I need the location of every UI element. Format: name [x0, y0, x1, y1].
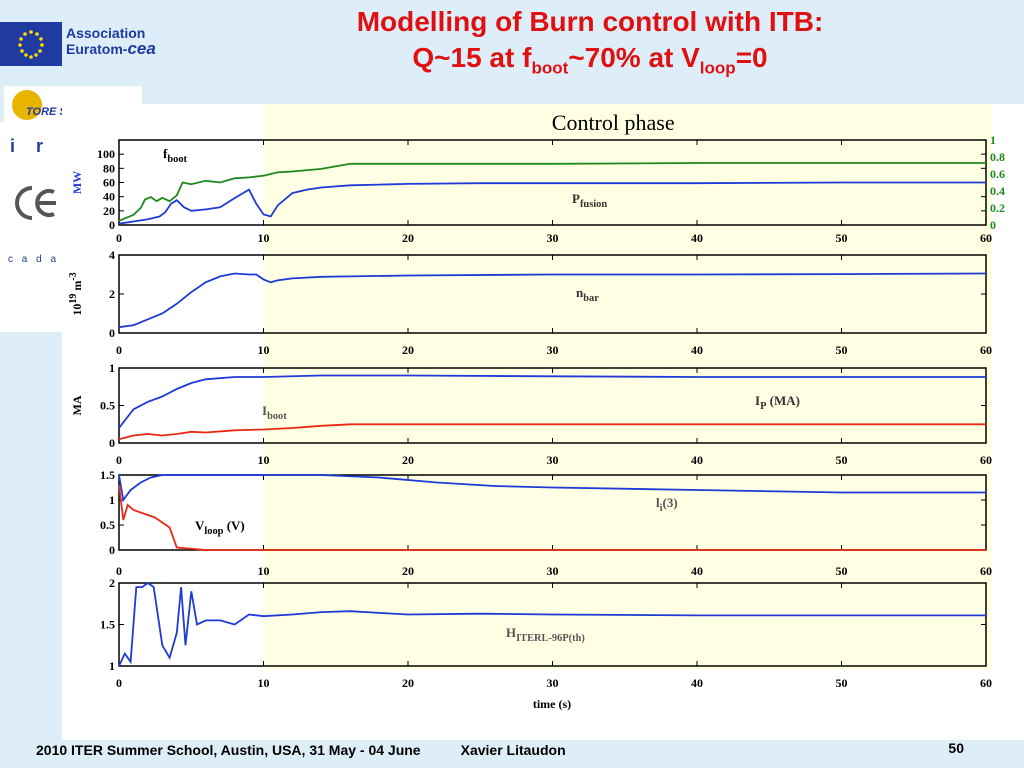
x-tick-label: 0 — [116, 343, 122, 357]
y-tick-label: 2 — [109, 576, 115, 590]
x-tick-label: 0 — [116, 453, 122, 467]
x-tick-label: 30 — [547, 231, 559, 245]
x-tick-label: 40 — [691, 343, 703, 357]
y-right-tick-label: 0.2 — [990, 201, 1005, 215]
y-tick-label: 4 — [109, 248, 115, 262]
x-tick-label: 30 — [547, 343, 559, 357]
y-tick-label: 2 — [109, 287, 115, 301]
x-tick-label: 40 — [691, 564, 703, 578]
series-line-loop — [118, 484, 986, 551]
y-tick-label: 1.5 — [100, 618, 115, 632]
label-fboot: fboot — [163, 146, 188, 165]
x-tick-label: 10 — [258, 231, 270, 245]
x-tick-label: 10 — [258, 453, 270, 467]
x-tick-label: 10 — [258, 343, 270, 357]
label-nbar: nbar — [576, 285, 599, 304]
series-line-boot — [118, 162, 986, 222]
x-tick-label: 60 — [980, 676, 992, 690]
x-tick-label: 20 — [402, 564, 414, 578]
label-pfusion: Pfusion — [572, 191, 607, 210]
slide-number: 50 — [948, 740, 964, 756]
x-tick-label: 60 — [980, 231, 992, 245]
label-iboot: Iboot — [262, 403, 287, 422]
y-axis-label: 1019 m-3 — [68, 272, 84, 315]
y-tick-label: 0 — [109, 326, 115, 340]
x-tick-label: 0 — [116, 231, 122, 245]
institution-logos-strip — [0, 122, 64, 332]
y-right-tick-label: 0.4 — [990, 184, 1005, 198]
footer-event: 2010 ITER Summer School, Austin, USA, 31… — [36, 742, 421, 758]
association-logo-text: Association Euratom-cea — [66, 25, 156, 58]
y-tick-label: 0 — [109, 218, 115, 232]
control-phase-band — [263, 104, 992, 670]
y-right-tick-label: 0.6 — [990, 167, 1005, 181]
label-vloop: Vloop (V) — [195, 518, 245, 537]
y-tick-label: 1 — [109, 361, 115, 375]
y-tick-label: 1 — [109, 659, 115, 673]
x-tick-label: 30 — [547, 564, 559, 578]
y-tick-label: 0.5 — [100, 518, 115, 532]
y-tick-label: 100 — [97, 147, 115, 161]
y-tick-label: 20 — [103, 204, 115, 218]
series-line-p — [118, 374, 986, 429]
x-tick-label: 50 — [836, 564, 848, 578]
chart-panel: Control phase 0 10 20 30 40 50 60 0 20 40 60 80 100 0 0… — [62, 104, 1024, 740]
x-tick-label: 20 — [402, 676, 414, 690]
eu-flag-logo — [0, 22, 62, 66]
y-tick-label: 0 — [109, 436, 115, 450]
x-tick-label: 20 — [402, 343, 414, 357]
label-li: li(3) — [656, 495, 678, 514]
x-tick-label: 30 — [547, 676, 559, 690]
eu-stars-icon — [18, 30, 44, 59]
cea-ce-logo-icon — [15, 186, 56, 220]
irfm-logo-text: i r f — [10, 136, 79, 156]
x-tick-label: 20 — [402, 231, 414, 245]
x-tick-label: 50 — [836, 231, 848, 245]
series-line-bar — [118, 272, 987, 329]
y-tick-label: 0 — [109, 543, 115, 557]
y-right-tick-label: 0 — [990, 218, 996, 232]
y-axis-label: MA — [70, 395, 84, 415]
label-hiter: HITERL-96P(th) — [506, 625, 585, 644]
y-right-tick-label: 0.8 — [990, 150, 1005, 164]
slide-title: Modelling of Burn control with ITB: Q~15… — [356, 6, 824, 78]
y-tick-label: 1.5 — [100, 468, 115, 482]
y-tick-label: 60 — [103, 176, 115, 190]
x-tick-label: 60 — [980, 453, 992, 467]
series-line-iterl-96p-th- — [118, 581, 986, 667]
x-tick-label: 30 — [547, 453, 559, 467]
series-line-fusion — [118, 181, 986, 225]
y-tick-label: 0.5 — [100, 399, 115, 413]
x-tick-label: 0 — [116, 564, 122, 578]
x-tick-label: 50 — [836, 676, 848, 690]
series-line-i — [118, 474, 986, 503]
x-tick-label: 60 — [980, 564, 992, 578]
footer-author: Xavier Litaudon — [460, 742, 566, 758]
control-phase-label: Control phase — [552, 110, 675, 135]
y-axis-label: MW — [70, 171, 84, 194]
y-tick-label: 40 — [103, 190, 115, 204]
cadarache-logo-text: c a d a r a — [8, 254, 86, 265]
y-tick-label: 1 — [109, 493, 115, 507]
tore-supra-ring-icon — [12, 90, 42, 120]
x-tick-label: 50 — [836, 453, 848, 467]
x-tick-label: 40 — [691, 676, 703, 690]
x-tick-label: 40 — [691, 453, 703, 467]
series-line-boot — [118, 423, 986, 441]
x-tick-label: 10 — [258, 676, 270, 690]
y-tick-label: 80 — [103, 161, 115, 175]
x-tick-label: 50 — [836, 343, 848, 357]
x-tick-label: 20 — [402, 453, 414, 467]
label-ip: IP (MA) — [755, 393, 800, 412]
x-tick-label: 10 — [258, 564, 270, 578]
x-tick-label: 0 — [116, 676, 122, 690]
y-right-tick-label: 1 — [990, 133, 996, 147]
x-tick-label: 60 — [980, 343, 992, 357]
x-tick-label: 40 — [691, 231, 703, 245]
footer: 2010 ITER Summer School, Austin, USA, 31… — [36, 742, 566, 758]
x-axis-label: time (s) — [533, 697, 571, 711]
